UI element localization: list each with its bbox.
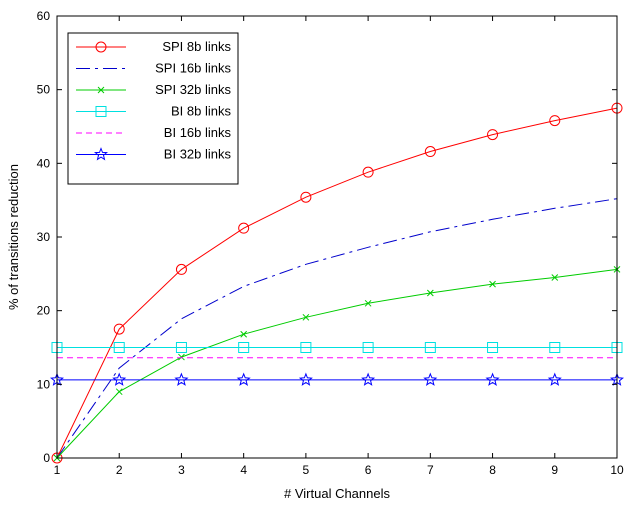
legend-marker (94, 147, 108, 161)
y-tick-label: 40 (37, 156, 51, 170)
data-point (549, 115, 561, 127)
data-point (485, 372, 500, 386)
data-point (362, 166, 374, 178)
data-point (489, 280, 496, 288)
data-point (361, 372, 376, 386)
plot-area (50, 102, 624, 464)
series-1 (56, 198, 618, 459)
y-tick-label: 10 (37, 377, 51, 391)
data-point (112, 372, 127, 386)
data-point (178, 353, 185, 361)
legend-marker (95, 106, 107, 117)
data-point (113, 342, 125, 353)
x-tick-label: 5 (303, 463, 310, 477)
data-point (240, 330, 248, 338)
legend-label: BI 8b links (171, 104, 231, 119)
legend-label: SPI 8b links (162, 39, 231, 54)
y-tick-label: 20 (37, 304, 51, 318)
data-point (175, 342, 187, 353)
y-axis-label: % of transitions reduction (6, 164, 21, 310)
series-2 (53, 266, 621, 462)
legend-label: SPI 16b links (155, 61, 231, 76)
legend: SPI 8b links SPI 16b links SPI 32b links BI… (67, 32, 239, 185)
data-point (300, 342, 312, 353)
data-point (487, 342, 499, 353)
x-tick-label: 3 (178, 463, 185, 477)
x-tick-label: 1 (54, 463, 61, 477)
data-point (236, 372, 251, 386)
series-3 (51, 342, 623, 353)
x-tick-label: 2 (116, 463, 123, 477)
series-line (56, 268, 618, 459)
y-tick-label: 0 (43, 451, 50, 465)
data-point (113, 323, 125, 335)
data-point (424, 146, 436, 158)
legend-label: SPI 32b links (155, 82, 231, 97)
legend-marker (97, 86, 105, 94)
x-tick-label: 6 (365, 463, 372, 477)
data-point (115, 388, 123, 396)
series-5 (50, 372, 624, 386)
data-point (549, 342, 561, 353)
data-point (364, 299, 372, 307)
data-point (362, 342, 374, 353)
data-point (174, 372, 189, 386)
data-point (300, 191, 312, 203)
legend-label: BI 32b links (164, 147, 232, 162)
y-tick-label: 50 (37, 83, 51, 97)
legend-marker (95, 41, 107, 53)
data-point (423, 372, 438, 386)
y-tick-label: 30 (37, 230, 51, 244)
data-point (238, 222, 250, 234)
data-point (175, 263, 187, 275)
data-point (487, 129, 499, 141)
legend-label: BI 16b links (164, 125, 232, 140)
data-point (547, 372, 562, 386)
x-tick-label: 8 (489, 463, 496, 477)
data-point (302, 313, 310, 321)
x-axis-label: # Virtual Channels (284, 486, 390, 501)
x-tick-label: 7 (427, 463, 434, 477)
x-tick-label: 9 (551, 463, 558, 477)
data-point (426, 289, 434, 297)
data-point (298, 372, 313, 386)
x-tick-label: 4 (240, 463, 247, 477)
series-line (56, 107, 618, 459)
x-tick-label: 10 (610, 463, 624, 477)
data-point (424, 342, 436, 353)
series-line (56, 198, 618, 459)
data-point (551, 274, 559, 281)
data-point (238, 342, 250, 353)
axes: 1 2 3 4 5 6 7 8 9 10 0 10 20 30 40 50 60 (37, 9, 624, 477)
y-tick-label: 60 (37, 9, 51, 23)
